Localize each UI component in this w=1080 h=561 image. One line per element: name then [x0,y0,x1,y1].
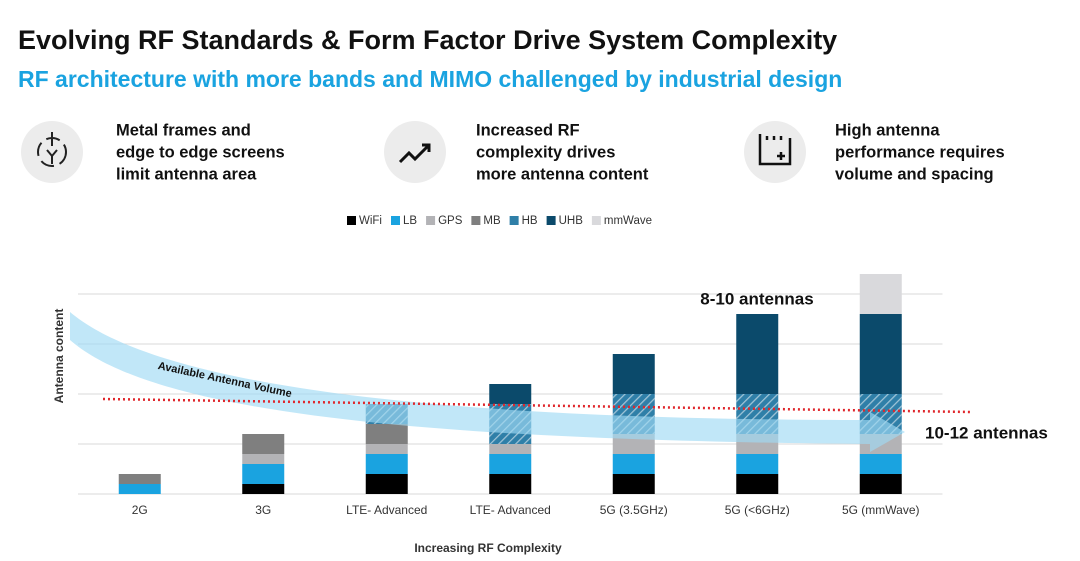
bar-segment [242,484,285,494]
bar-segment [612,354,655,394]
bar-segment [489,444,532,454]
limit-line [102,397,973,414]
volume-arrow [70,312,905,452]
legend-swatch [591,216,601,225]
legend-swatch [391,216,400,225]
legend-swatch [546,216,556,225]
feature-text: volume and spacing [835,165,994,183]
bar-segment [118,484,161,494]
legend-label: MB [483,215,501,227]
bar-segment [365,424,408,444]
feature-text: complexity drives [476,143,615,161]
legend-swatch [509,216,519,225]
bar-segment [859,454,902,474]
legend-label: mmWave [604,215,652,227]
y-axis-label: Antenna content [52,309,66,404]
x-tick-label: LTE- Advanced [346,503,427,517]
legend-swatch [347,216,356,225]
icon [384,121,446,183]
bar-segment [736,314,779,394]
bar-segment [736,474,779,494]
bar-segment [489,384,532,404]
bar-segment [736,454,779,474]
bar-segment [242,454,285,464]
feature-text: more antenna content [476,165,649,183]
title: Evolving RF Standards & Form Factor Driv… [18,25,837,55]
x-tick-label: 5G (mmWave) [842,503,920,517]
bar-segment [612,474,655,494]
feature-text: performance requires [835,143,1005,161]
x-tick-label: LTE- Advanced [470,503,551,517]
legend-label: GPS [438,215,463,227]
annotation: 8-10 antennas [700,289,813,308]
feature-text: Increased RF [476,121,580,139]
bar-segment [365,444,408,454]
legend-label: LB [403,215,417,227]
icon [21,121,83,183]
bar-segment [489,454,532,474]
icon [744,121,806,183]
feature-text: limit antenna area [116,165,257,183]
legend-label: WiFi [359,215,382,227]
x-tick-label: 5G (3.5GHz) [600,503,668,517]
bar-segment [489,474,532,494]
x-tick-label: 5G (<6GHz) [725,503,790,517]
bar-segment [365,454,408,474]
bar-segment [859,474,902,494]
legend-swatch [426,216,436,225]
feature-text: edge to edge screens [116,143,285,161]
annotation: 10-12 antennas [925,423,1048,442]
bar-segment [859,314,902,394]
bar-segment [859,274,902,314]
legend-label: HB [522,215,538,227]
feature-text: Metal frames and [116,121,251,139]
x-axis-label: Increasing RF Complexity [414,541,562,555]
bar-segment [118,474,161,484]
bar-segment [242,434,285,454]
bar-segment [365,474,408,494]
x-tick-label: 2G [132,503,148,517]
legend-label: UHB [559,215,584,227]
legend-swatch [471,216,481,225]
subtitle: RF architecture with more bands and MIMO… [18,66,842,92]
x-tick-label: 3G [255,503,271,517]
bar-segment [612,454,655,474]
bar-segment [242,464,285,484]
feature-text: High antenna [835,121,940,139]
